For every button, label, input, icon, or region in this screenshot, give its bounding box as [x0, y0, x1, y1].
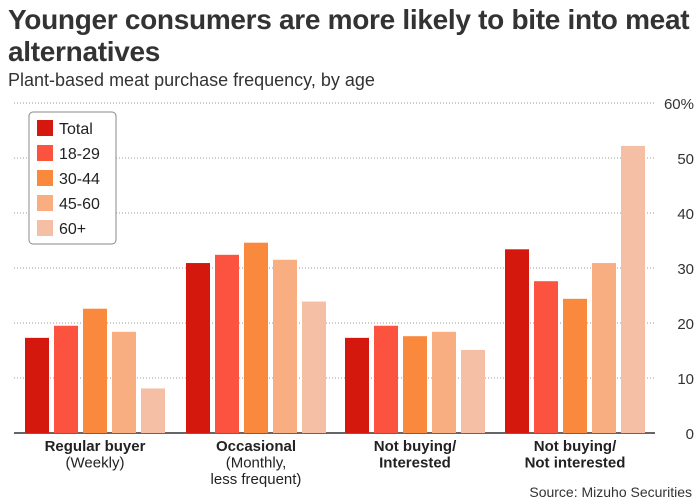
bar-45-60-2 [273, 259, 297, 433]
y-tick-label: 50 [677, 151, 694, 168]
bar-total-1 [25, 337, 49, 433]
bar-60--3 [461, 349, 485, 433]
bar-18-29-2 [215, 254, 239, 433]
bar-45-60-1 [112, 331, 136, 433]
legend-swatch [37, 195, 53, 211]
bar-30-44-1 [83, 308, 107, 433]
bar-60--1 [141, 388, 165, 433]
bar-18-29-3 [374, 325, 398, 433]
bar-30-44-4 [563, 298, 587, 433]
x-category-label: Interested [379, 455, 451, 472]
legend: Total 18-29 30-44 45-60 60+ [28, 111, 117, 245]
x-category-label: (Monthly, [226, 455, 287, 472]
y-tick-label: 40 [677, 206, 694, 223]
legend-swatch [37, 220, 53, 236]
y-tick-label: 30 [677, 261, 694, 278]
legend-swatch [37, 170, 53, 186]
chart-title: Younger consumers are more likely to bit… [8, 4, 690, 67]
chart-subtitle: Plant-based meat purchase frequency, by … [8, 70, 375, 90]
bar-60--4 [621, 145, 645, 433]
x-category-label: Regular buyer [45, 438, 146, 455]
legend-label: 60+ [59, 221, 86, 238]
bar-30-44-2 [244, 242, 268, 433]
bar-total-4 [505, 249, 529, 433]
bar-60--2 [302, 301, 326, 433]
bar-total-2 [186, 263, 210, 433]
x-category-label: less frequent) [211, 471, 302, 488]
source-note: Source: Mizuho Securities [529, 484, 692, 500]
y-axis-ticks: 0 10 20 30 40 50 60% [664, 96, 694, 443]
bar-18-29-4 [534, 281, 558, 433]
legend-label: 30-44 [59, 171, 100, 188]
y-tick-label: 10 [677, 371, 694, 388]
x-category-label: (Weekly) [66, 455, 125, 472]
legend-label: Total [59, 121, 93, 138]
y-tick-label: 60% [664, 96, 694, 113]
x-axis-labels: Regular buyer(Weekly) Occasional(Monthly,… [45, 438, 626, 488]
x-category-label: Occasional [216, 438, 296, 455]
y-tick-label: 0 [686, 426, 694, 443]
legend-swatch [37, 120, 53, 136]
legend-swatch [37, 145, 53, 161]
y-tick-label: 20 [677, 316, 694, 333]
x-category-label: Not interested [525, 455, 626, 472]
bar-18-29-1 [54, 325, 78, 433]
x-category-label: Not buying/ [374, 438, 457, 455]
legend-label: 45-60 [59, 196, 100, 213]
bars [25, 145, 645, 433]
bar-total-3 [345, 337, 369, 433]
bar-45-60-4 [592, 263, 616, 433]
legend-label: 18-29 [59, 146, 100, 163]
bar-30-44-3 [403, 336, 427, 433]
bar-45-60-3 [432, 331, 456, 433]
x-category-label: Not buying/ [534, 438, 617, 455]
